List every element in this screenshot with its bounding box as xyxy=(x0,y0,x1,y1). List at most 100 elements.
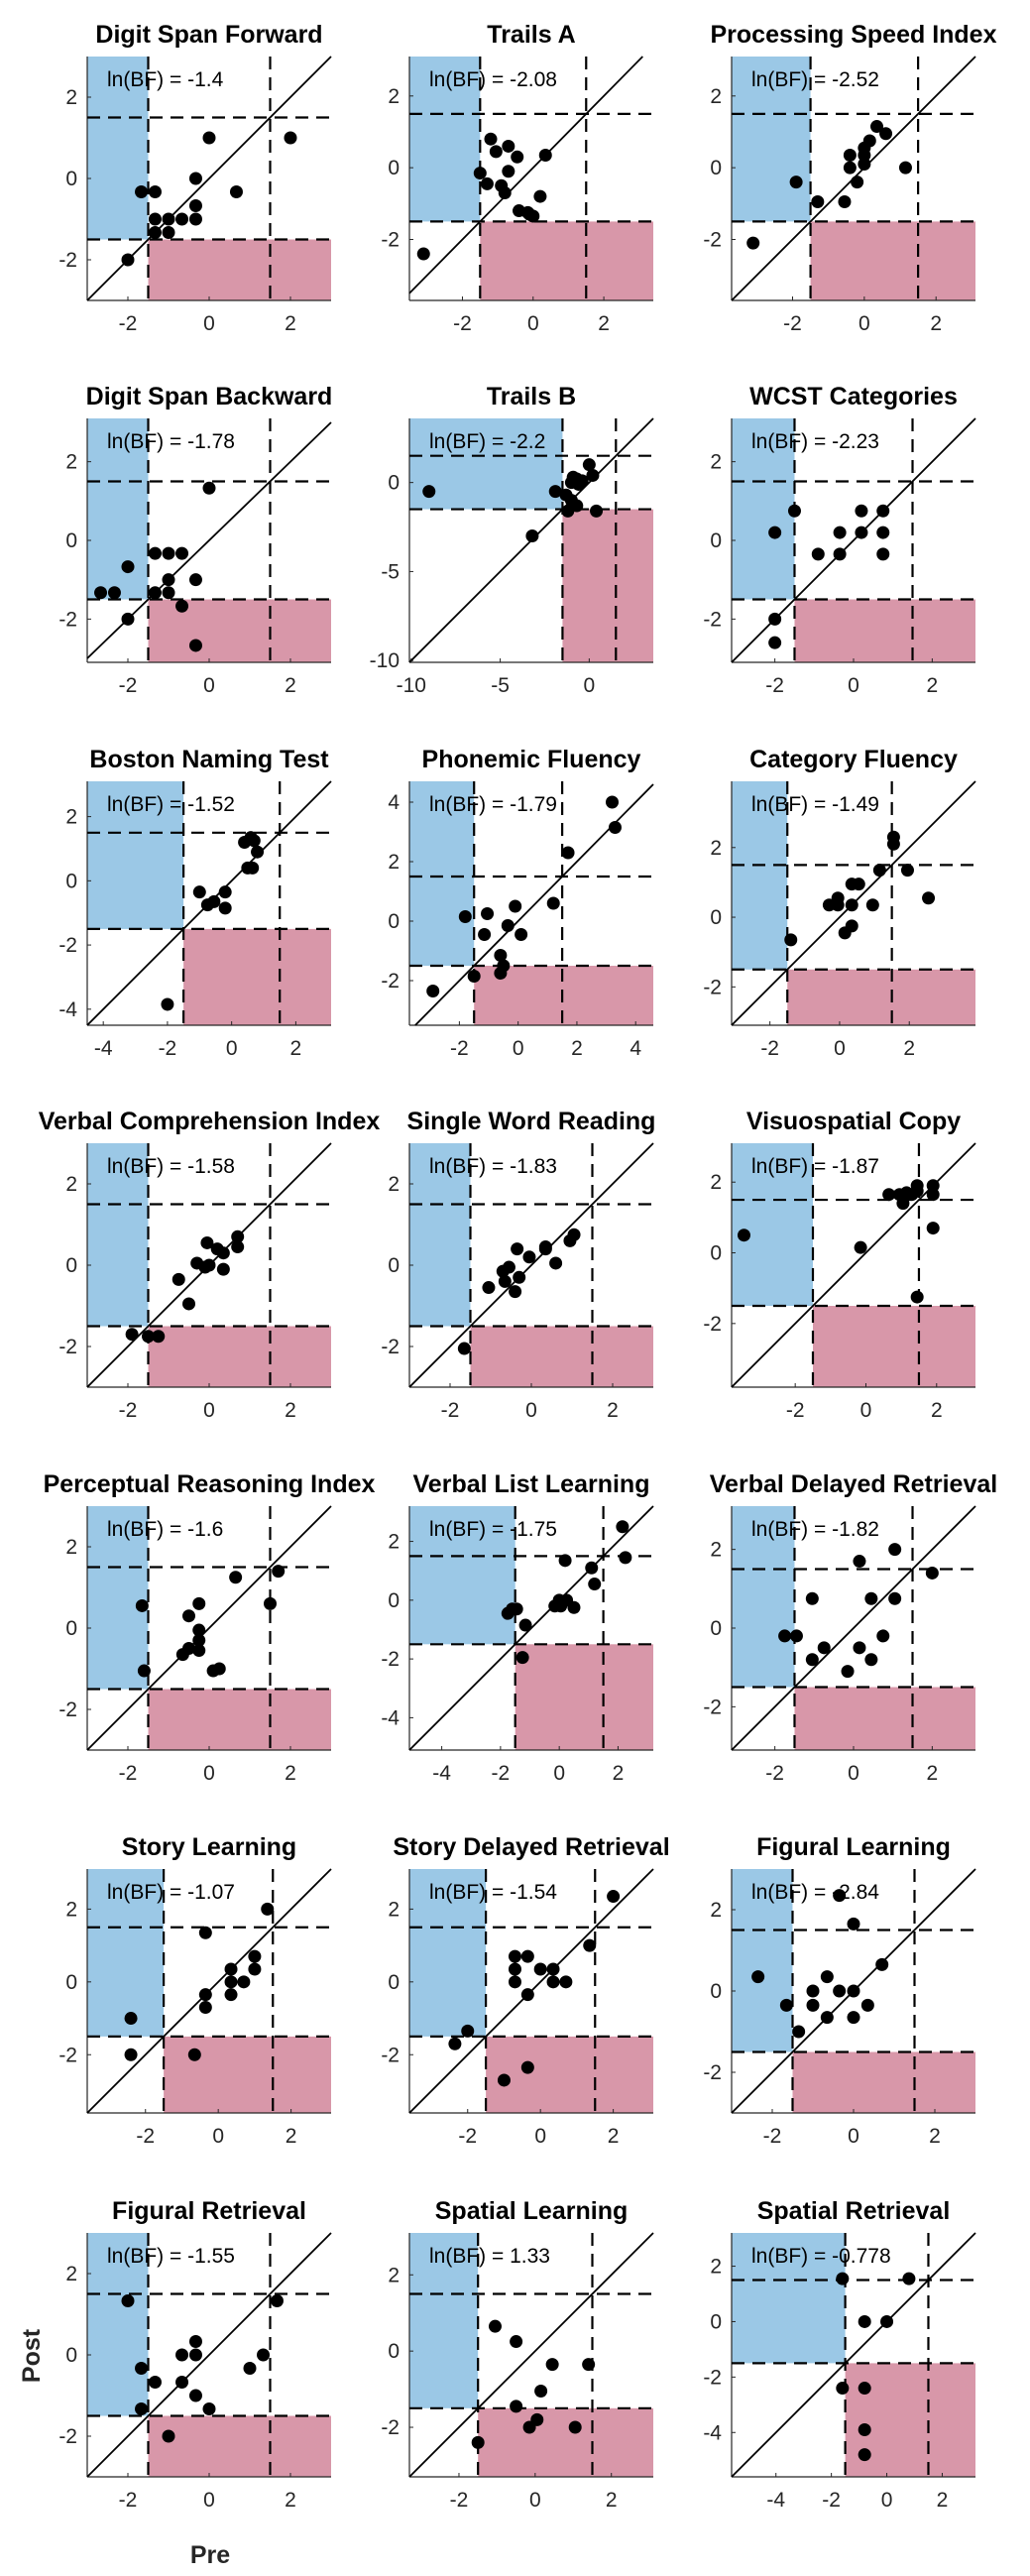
data-point xyxy=(192,1633,206,1647)
data-point xyxy=(508,1975,521,1989)
data-point xyxy=(862,134,876,148)
x-tick-label: 0 xyxy=(848,2125,859,2148)
data-point xyxy=(616,1520,629,1534)
data-point xyxy=(530,2412,544,2426)
data-point xyxy=(858,2448,871,2462)
data-point xyxy=(737,1229,750,1242)
subplot: -2 0 2 -2 0 2 ln(BF) = -2.08 Trails A xyxy=(381,21,653,335)
x-tick-label: 2 xyxy=(931,1399,943,1422)
y-tick-label: 2 xyxy=(388,1173,400,1196)
y-tick-label: 2 xyxy=(710,1539,722,1562)
decline-region xyxy=(164,2036,331,2113)
data-point xyxy=(525,529,539,543)
data-point xyxy=(855,526,868,539)
x-tick-label: -2 xyxy=(453,312,472,335)
data-point xyxy=(564,494,578,508)
data-point xyxy=(94,586,108,600)
subplot: -4 -2 0 2 -4 -2 0 2 ln(BF) = -0.778 Spatial Retri… xyxy=(703,2197,976,2512)
y-tick-label: -2 xyxy=(381,2416,400,2439)
improvement-region xyxy=(87,2233,149,2416)
data-point xyxy=(511,150,524,164)
data-point xyxy=(457,1342,471,1355)
data-point xyxy=(142,1330,155,1344)
data-point xyxy=(522,1250,536,1264)
data-point xyxy=(202,2402,216,2416)
data-point xyxy=(548,485,562,499)
data-point xyxy=(229,1571,243,1584)
x-tick-label: 2 xyxy=(608,2125,620,2148)
improvement-region xyxy=(409,1869,487,2037)
data-point xyxy=(855,504,868,518)
data-point xyxy=(137,1664,151,1678)
data-point xyxy=(172,1272,185,1286)
bayes-factor-label: ln(BF) = -1.58 xyxy=(107,1155,235,1178)
data-point xyxy=(926,1179,940,1193)
improvement-region xyxy=(732,1143,813,1306)
decline-region xyxy=(470,1326,653,1387)
y-tick-label: 2 xyxy=(65,2263,77,2285)
data-point xyxy=(860,1998,874,2012)
improvement-region xyxy=(409,1506,515,1645)
y-tick-label: -4 xyxy=(703,2421,722,2444)
bayes-factor-label: ln(BF) = -0.778 xyxy=(751,2245,891,2268)
data-point xyxy=(805,1591,819,1605)
data-point xyxy=(448,2037,462,2050)
data-point xyxy=(768,612,782,626)
y-tick-label: 0 xyxy=(710,1980,722,2003)
bayes-factor-label: ln(BF) = -1.54 xyxy=(429,1881,557,1904)
y-tick-label: -2 xyxy=(58,1336,77,1358)
x-tick-label: -2 xyxy=(119,312,138,335)
x-tick-label: 0 xyxy=(203,1762,215,1785)
bayes-factor-label: ln(BF) = 1.33 xyxy=(429,2245,550,2268)
y-tick-label: 0 xyxy=(65,1971,77,1994)
identity-line xyxy=(86,1505,332,1751)
data-point xyxy=(858,2422,871,2436)
data-point xyxy=(845,898,858,912)
decline-region xyxy=(562,509,653,662)
data-point xyxy=(509,899,522,913)
improvement-region xyxy=(732,2233,846,2364)
data-point xyxy=(216,1262,230,1276)
data-point xyxy=(482,1281,496,1295)
data-point xyxy=(198,1926,212,1939)
data-point xyxy=(888,1591,902,1605)
subplot-title: Category Fluency xyxy=(749,746,958,773)
data-point xyxy=(272,1565,286,1579)
y-tick-label: 0 xyxy=(710,1617,722,1640)
data-point xyxy=(851,176,864,189)
data-point xyxy=(121,612,135,626)
subplot: -2 0 2 -2 0 2 ln(BF) = -1.49 Category Fluency xyxy=(703,746,976,1060)
improvement-region xyxy=(409,781,475,966)
subplot-title: Spatial Learning xyxy=(435,2197,628,2225)
x-tick-label: -2 xyxy=(119,1399,138,1422)
data-point xyxy=(561,846,575,860)
x-tick-label: 0 xyxy=(860,1399,872,1422)
data-point xyxy=(162,586,175,600)
y-tick-label: -10 xyxy=(370,649,400,672)
data-point xyxy=(124,2048,138,2061)
data-point xyxy=(888,1543,902,1557)
data-point xyxy=(162,2429,175,2443)
data-point xyxy=(508,1949,521,1963)
data-point xyxy=(202,1258,216,1272)
data-point xyxy=(502,165,515,178)
improvement-region xyxy=(87,57,149,240)
y-tick-label: -2 xyxy=(381,1648,400,1671)
x-tick-label: 0 xyxy=(529,2489,541,2512)
identity-line xyxy=(86,2232,332,2478)
y-tick-label: 0 xyxy=(388,1971,400,1994)
x-tick-label: -2 xyxy=(136,2125,155,2148)
data-point xyxy=(188,198,202,212)
y-tick-label: 0 xyxy=(65,870,77,892)
data-point xyxy=(231,1229,245,1243)
decline-region xyxy=(480,221,653,300)
data-point xyxy=(858,158,871,172)
data-point xyxy=(864,1591,878,1605)
data-point xyxy=(216,1246,230,1260)
data-point xyxy=(192,1623,206,1637)
data-point xyxy=(498,1274,512,1288)
data-point xyxy=(207,894,221,908)
data-point xyxy=(520,1988,534,2002)
data-point xyxy=(590,504,604,518)
subplot: -4 -2 0 2 -4 -2 0 2 ln(BF) = -1.75 Verbal List Le… xyxy=(381,1470,654,1785)
